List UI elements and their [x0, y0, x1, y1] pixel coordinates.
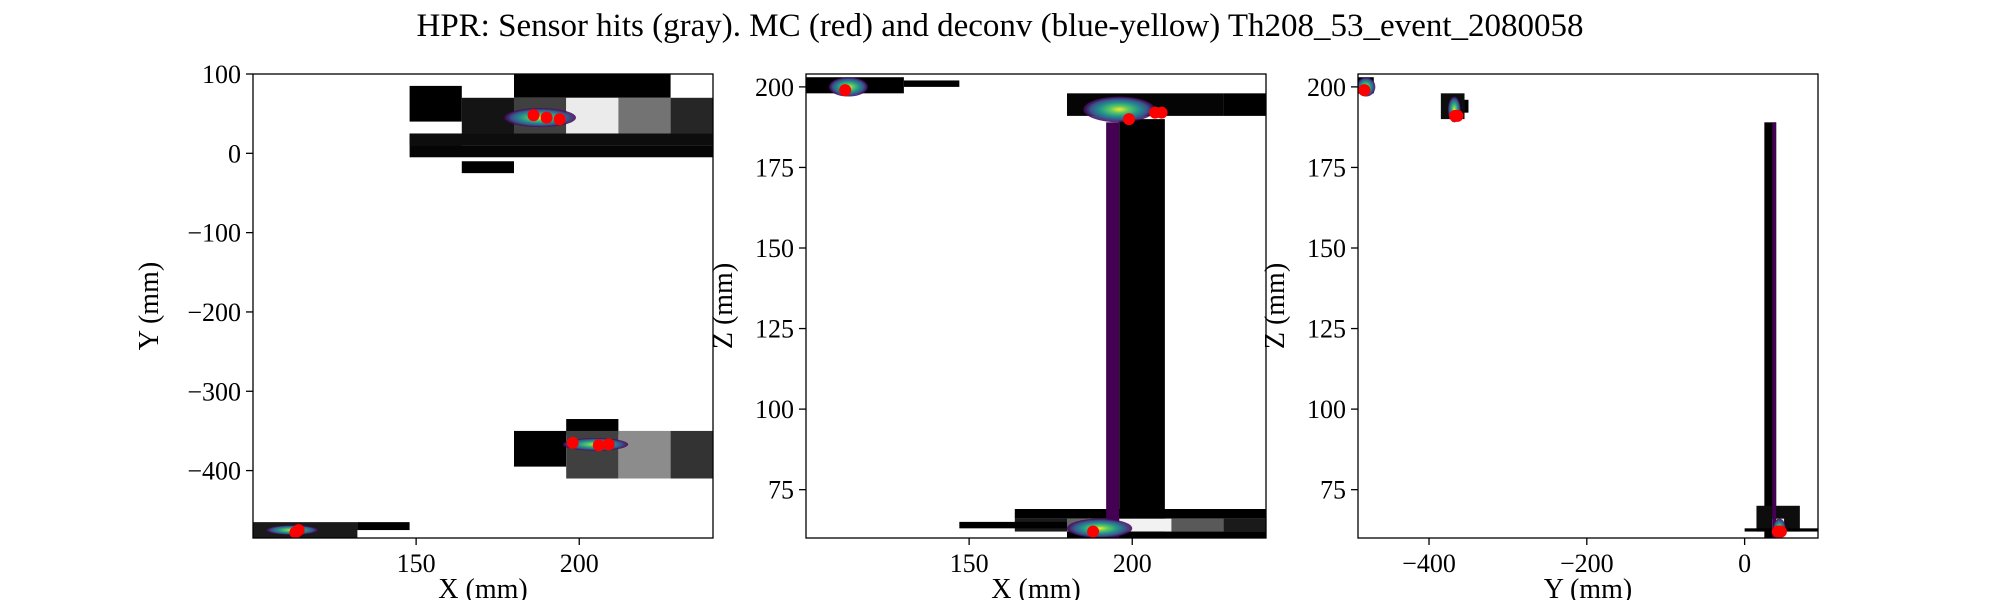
- plot-area: [1358, 77, 1818, 538]
- mc-point: [540, 111, 553, 124]
- y-tick-label: 175: [755, 153, 794, 182]
- mc-point: [1122, 113, 1135, 126]
- mc-point: [1451, 109, 1464, 122]
- sensor-hit: [670, 97, 713, 134]
- sensor-hit: [903, 80, 960, 87]
- mc-point: [1358, 84, 1371, 97]
- y-tick-label: 100: [1307, 395, 1346, 424]
- axes-frame: [1357, 73, 1819, 539]
- sensor-hit: [409, 145, 713, 158]
- mc-point: [1774, 525, 1787, 538]
- sensor-hit: [670, 430, 713, 479]
- y-tick-label: 200: [1307, 73, 1346, 102]
- x-tick-label: 200: [560, 549, 599, 578]
- sensor-hit: [1171, 518, 1224, 532]
- mc-point: [592, 439, 605, 452]
- deconv-cluster: [1066, 518, 1133, 538]
- mc-point: [527, 109, 540, 122]
- sensor-hit: [1119, 119, 1165, 538]
- deconv-column: [1106, 122, 1120, 538]
- y-tick-label: 200: [755, 73, 794, 102]
- y-tick-label: 150: [1307, 234, 1346, 263]
- y-tick-label: 100: [202, 60, 241, 89]
- sensor-hit: [618, 97, 671, 134]
- sensor-hit: [1764, 122, 1777, 538]
- y-tick-label: 0: [228, 139, 241, 168]
- sensor-hit: [409, 85, 462, 122]
- sensor-hit: [1066, 531, 1266, 538]
- y-tick-label: 100: [755, 395, 794, 424]
- y-tick-label: 125: [755, 315, 794, 344]
- mc-point: [292, 524, 305, 537]
- sensor-hit: [1119, 518, 1172, 532]
- x-axis-label: Y (mm): [1544, 574, 1632, 600]
- deconv-cluster: [1083, 96, 1156, 123]
- y-tick-label: −200: [187, 298, 241, 327]
- y-tick-label: −300: [187, 377, 241, 406]
- sensor-hit: [618, 430, 671, 479]
- y-tick-label: −100: [187, 219, 241, 248]
- y-axis-label: Z (mm): [1260, 263, 1291, 349]
- y-tick-label: 75: [1320, 476, 1346, 505]
- axes-frame: [252, 73, 714, 539]
- plot-area: [806, 77, 1266, 538]
- mc-point: [553, 113, 566, 126]
- x-axis-label: X (mm): [438, 574, 527, 600]
- y-tick-label: 75: [768, 476, 794, 505]
- x-tick-label: 150: [950, 549, 989, 578]
- x-tick-label: 200: [1113, 549, 1152, 578]
- sensor-hit: [513, 74, 671, 98]
- sensor-hit: [959, 521, 1067, 529]
- y-tick-label: 150: [755, 234, 794, 263]
- sensor-hit: [461, 161, 514, 174]
- mc-point: [566, 436, 579, 449]
- plot-area: [253, 74, 713, 538]
- sensor-hit: [1223, 518, 1266, 532]
- y-tick-label: 175: [1307, 153, 1346, 182]
- x-tick-label: −200: [1560, 549, 1614, 578]
- figure-title: HPR: Sensor hits (gray). MC (red) and de…: [416, 8, 1583, 44]
- x-axis-label: X (mm): [991, 574, 1080, 600]
- mc-point: [602, 438, 615, 451]
- panel-1: 150 200 100 0 −100 −200 −300 −400 X (mm) Y (mm): [134, 60, 714, 600]
- x-tick-label: 150: [397, 549, 436, 578]
- sensor-hit: [1014, 509, 1266, 519]
- axes-frame: [805, 73, 1267, 539]
- sensor-hit: [1464, 99, 1469, 113]
- mc-point: [1155, 106, 1168, 119]
- sensor-hit: [513, 430, 567, 467]
- sensor-hit: [1223, 93, 1266, 116]
- sensor-hit: [409, 133, 713, 146]
- x-tick-label: 0: [1738, 549, 1751, 578]
- deconv-column: [1772, 122, 1777, 538]
- panel-3: −400 −200 0 200 175 150 125 100 75 Y (mm) Z (mm): [1260, 73, 1819, 600]
- sensor-hit: [357, 522, 410, 531]
- x-tick-label: −400: [1402, 549, 1456, 578]
- mc-point: [1087, 525, 1100, 538]
- y-tick-label: 125: [1307, 315, 1346, 344]
- y-axis-label: Y (mm): [134, 262, 165, 350]
- mc-point: [839, 84, 852, 97]
- panel-2: 150 200 200 175 150 125 100 75 X (mm) Z (mm): [708, 73, 1267, 600]
- y-axis-label: Z (mm): [708, 263, 739, 349]
- y-tick-label: −400: [187, 457, 241, 486]
